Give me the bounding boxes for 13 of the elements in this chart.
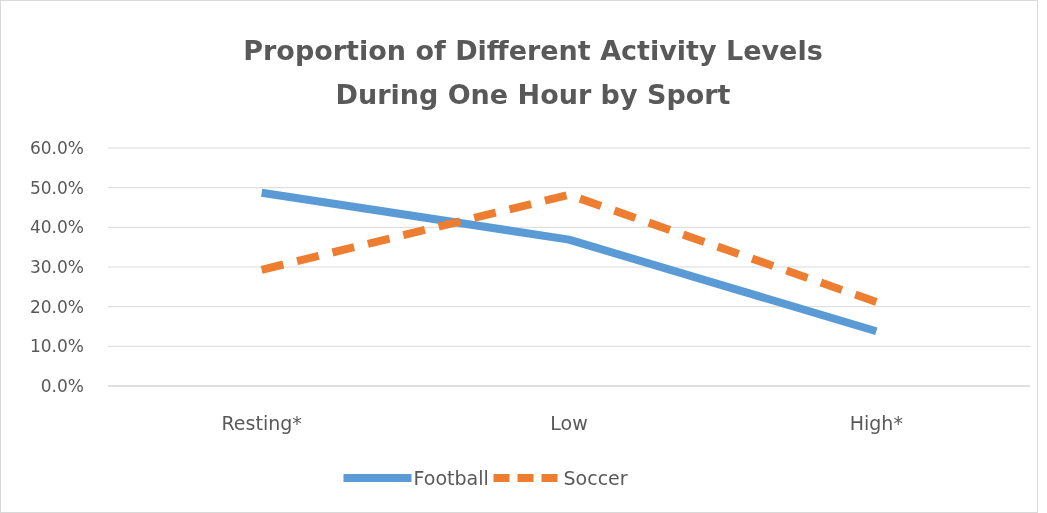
legend-label: Soccer	[563, 466, 628, 489]
x-tick-label: Resting*	[221, 412, 302, 434]
y-tick-label: 30.0%	[29, 256, 84, 277]
y-tick-label: 0.0%	[40, 375, 84, 396]
y-tick-label: 50.0%	[29, 177, 84, 198]
y-tick-label: 60.0%	[29, 137, 84, 158]
x-tick-label: Low	[550, 412, 588, 434]
x-tick-label: High*	[849, 412, 903, 434]
y-tick-label: 10.0%	[29, 336, 84, 357]
legend-label: Football	[413, 466, 489, 489]
y-tick-label: 20.0%	[29, 296, 84, 317]
chart-title: Proportion of Different Activity Levels During One Hour by Sport	[243, 35, 823, 110]
y-tick-label: 40.0%	[29, 217, 84, 238]
